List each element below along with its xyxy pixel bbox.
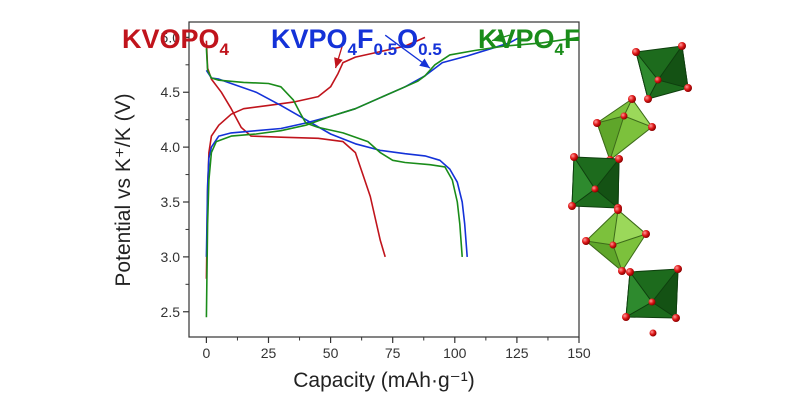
tetrahedron-2	[582, 206, 650, 275]
x-tick-label: 75	[385, 345, 401, 361]
series-2-discharge-curve	[205, 48, 463, 257]
x-tick-label: 0	[202, 345, 210, 361]
series-2-charge-curve	[205, 36, 580, 318]
x-tick-label: 150	[567, 345, 591, 361]
y-tick-label: 4.5	[161, 84, 181, 100]
series-0-discharge-curve	[205, 40, 386, 258]
octahedron-middle	[568, 153, 623, 212]
label-kvpo4f05o05: KVPO4F0.5O0.5	[271, 24, 442, 59]
label-arrows	[334, 33, 510, 69]
data-series	[205, 36, 580, 318]
tetrahedron-1	[593, 95, 656, 164]
x-axis-title: Capacity (mAh·g⁻¹)	[293, 369, 474, 392]
y-tick-label: 5.0	[161, 29, 181, 45]
y-tick-label: 3.5	[161, 194, 181, 210]
x-tick-label: 125	[505, 345, 529, 361]
crystal-structure-illustration	[568, 42, 692, 337]
octahedron-bottom	[622, 265, 682, 337]
y-axis-title: Potential vs K⁺/K (V)	[112, 93, 135, 286]
series-2-arrow-head	[492, 33, 503, 42]
series-1-charge-curve	[205, 36, 520, 257]
series-1-arrow-head	[419, 58, 430, 69]
series-1-discharge-curve	[205, 69, 468, 257]
octahedron-top	[632, 42, 692, 103]
y-tick-label: 2.5	[161, 304, 181, 320]
label-kvpo4f: KVPO4F	[478, 24, 581, 59]
series-0-arrow-head	[334, 57, 343, 69]
x-tick-label: 25	[261, 345, 277, 361]
label-kvopo4: KVOPO4	[122, 24, 230, 59]
x-tick-label: 100	[443, 345, 467, 361]
x-axis: 0 25 50 75 100 125 150	[202, 337, 591, 361]
y-tick-label: 4.0	[161, 139, 181, 155]
plot-frame	[188, 21, 580, 338]
x-tick-label: 50	[323, 345, 339, 361]
series-0-charge-curve	[205, 36, 426, 279]
y-axis: 2.5 3.0 3.5 4.0 4.5 5.0	[161, 29, 189, 320]
y-tick-label: 3.0	[161, 249, 181, 265]
